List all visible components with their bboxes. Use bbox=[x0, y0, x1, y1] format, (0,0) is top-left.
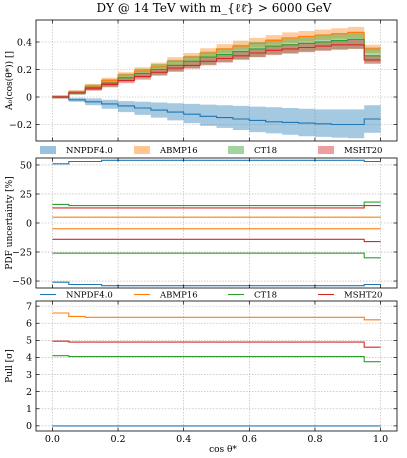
legend-swatch-nnpdf40 bbox=[40, 146, 56, 154]
y-tick-label: 50 bbox=[20, 160, 32, 171]
central-line-abmp16 bbox=[52, 31, 381, 98]
y-tick-label: −0.2 bbox=[9, 120, 32, 131]
central-line-nnpdf40 bbox=[52, 96, 381, 126]
y-tick-label: 0 bbox=[26, 421, 32, 432]
series-line-msht20-lower bbox=[52, 238, 381, 243]
central-line-ct18 bbox=[52, 38, 381, 98]
x-tick-label: 1.0 bbox=[373, 434, 388, 445]
series-line-ct18-upper bbox=[52, 201, 381, 207]
chart-title: DY @ 14 TeV with m_{ℓℓ̄} > 6000 GeV bbox=[97, 1, 332, 15]
y-tick-label: −25 bbox=[12, 247, 32, 258]
legend-label: CT18 bbox=[254, 291, 277, 301]
y-tick-label: 0.4 bbox=[17, 37, 32, 48]
x-tick-label: 0.0 bbox=[45, 434, 60, 445]
series-line-nnpdf4-0-lower bbox=[52, 281, 381, 287]
y-tick-label: 6 bbox=[26, 319, 32, 330]
plot-area bbox=[36, 301, 397, 431]
y-tick-label: 4 bbox=[26, 353, 32, 364]
y-tick-label: 0 bbox=[26, 92, 32, 103]
series-line-ct18 bbox=[52, 355, 381, 363]
series-line-msht20 bbox=[52, 340, 381, 348]
y-axis-label: A₀(cos(θ*)) [] bbox=[4, 51, 15, 111]
central-line-msht20 bbox=[52, 44, 381, 98]
y-tick-label: 3 bbox=[26, 370, 32, 381]
plot-frame bbox=[35, 19, 398, 142]
y-tick-label: 7 bbox=[26, 301, 32, 312]
y-axis-label: Pull [σ] bbox=[5, 349, 15, 383]
legend-swatch-ct18 bbox=[228, 146, 244, 154]
legend-label: CT18 bbox=[254, 146, 277, 156]
x-tick-label: 0.2 bbox=[110, 434, 125, 445]
series-line-ct18-lower bbox=[52, 252, 381, 259]
y-tick-label: −50 bbox=[12, 276, 32, 287]
plot-frame bbox=[35, 300, 398, 432]
legend-label: ABMP16 bbox=[159, 146, 198, 156]
legend-swatch-msht20 bbox=[318, 146, 334, 154]
y-axis-label: PDF uncertainty [%] bbox=[5, 176, 15, 269]
series-line-nnpdf4-0-upper bbox=[52, 159, 381, 165]
series-line-abmp16 bbox=[52, 312, 381, 321]
legend-swatch-abmp16 bbox=[134, 146, 150, 154]
legend-lines: NNPDF4.0 ABMP16 CT18 MSHT20 bbox=[40, 291, 382, 301]
legend-label: ABMP16 bbox=[159, 291, 198, 301]
legend-label: MSHT20 bbox=[344, 291, 382, 301]
series-line-msht20-upper bbox=[52, 205, 381, 209]
panel-a0: −0.2 0 0.2 0.4A₀(cos(θ*)) [] bbox=[4, 19, 398, 142]
y-tick-label: 0.2 bbox=[17, 65, 32, 76]
legend-label: NNPDF4.0 bbox=[66, 146, 113, 156]
x-tick-label: 0.8 bbox=[307, 434, 322, 445]
y-tick-label: 0 bbox=[26, 218, 32, 229]
x-axis-label: cos θ* bbox=[209, 445, 237, 455]
x-tick-label: 0.6 bbox=[242, 434, 257, 445]
y-tick-label: 1 bbox=[26, 404, 32, 415]
legend-label: MSHT20 bbox=[344, 146, 382, 156]
legend-bands: NNPDF4.0 ABMP16 CT18 MSHT20 bbox=[40, 146, 382, 156]
x-tick-label: 0.4 bbox=[176, 434, 191, 445]
y-tick-label: 2 bbox=[26, 387, 32, 398]
panel-pull: 0 1 2 3 4 5 6 7 0.0 0.2 0.4 0.6 0.8 1.0 Pull [σ] bbox=[5, 300, 398, 445]
legend-label: NNPDF4.0 bbox=[66, 291, 113, 301]
y-tick-label: 25 bbox=[20, 189, 32, 200]
panel-pdf-uncertainty: −50 −25 0 25 50 PDF uncertainty [%] bbox=[5, 157, 398, 289]
y-tick-label: 5 bbox=[26, 336, 32, 347]
